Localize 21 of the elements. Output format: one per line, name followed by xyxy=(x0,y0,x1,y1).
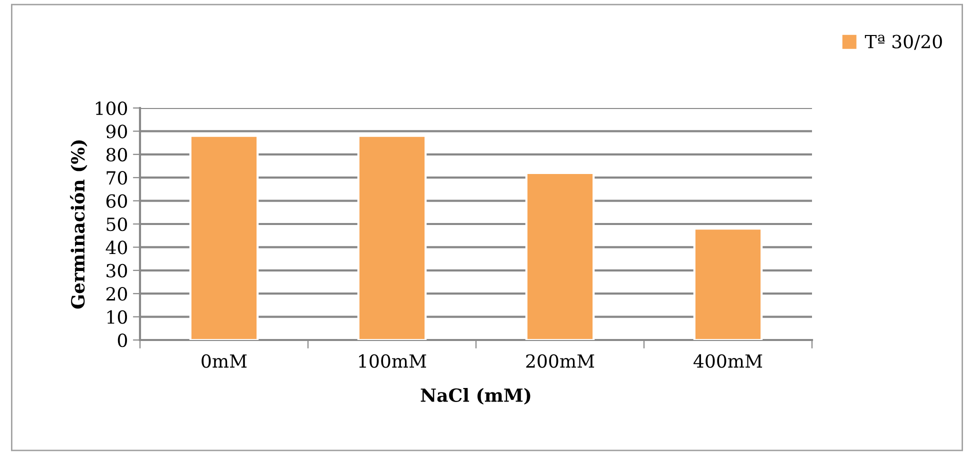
y-tick-label: 50 xyxy=(106,217,127,232)
x-axis-title: NaCl (mM) xyxy=(420,388,530,405)
bar xyxy=(189,134,259,340)
y-tick-label: 0 xyxy=(118,333,127,348)
y-tick-label: 80 xyxy=(106,148,127,162)
y-axis-title: Germinación (%) xyxy=(70,140,88,309)
legend-label: Tª 30/20 xyxy=(864,34,942,50)
y-tick-label: 70 xyxy=(106,171,127,185)
bar xyxy=(693,228,763,340)
y-tick-label: 90 xyxy=(106,124,127,138)
x-tick-label: 0mM xyxy=(202,354,247,368)
x-tick-label: 200mM xyxy=(526,354,594,368)
y-tick-label: 30 xyxy=(106,264,127,278)
y-tick-label: 10 xyxy=(107,310,127,324)
bar xyxy=(357,134,427,340)
y-tick-label: 100 xyxy=(96,101,127,116)
x-tick-label: 400mM xyxy=(694,354,762,368)
y-tick-label: 40 xyxy=(106,240,127,254)
y-tick-label: 60 xyxy=(106,194,127,208)
y-tick-label: 20 xyxy=(106,287,127,301)
x-tick-label: 100mM xyxy=(359,354,426,368)
